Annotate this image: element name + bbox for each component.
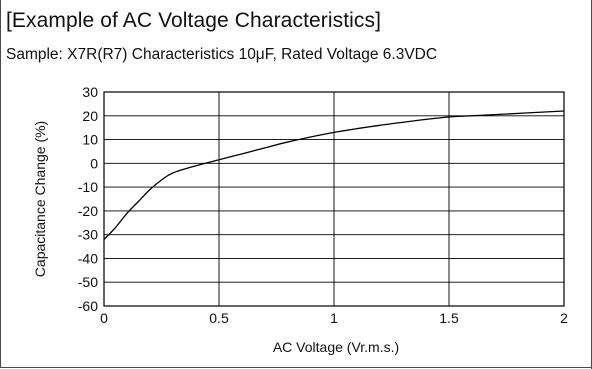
y-tick-labels: 30 20 10 0 -10 -20 -30 -40 -50 -60 xyxy=(78,84,98,314)
y-tick-label: 0 xyxy=(90,155,98,171)
x-tick-label: 0.5 xyxy=(209,310,229,326)
x-tick-label: 1 xyxy=(330,310,338,326)
y-tick-label: -20 xyxy=(78,203,98,219)
x-tick-label: 2 xyxy=(560,310,568,326)
y-tick-label: -50 xyxy=(78,274,98,290)
plot-area-border xyxy=(103,91,565,307)
x-axis-label: AC Voltage (Vr.m.s.) xyxy=(273,339,399,355)
y-tick-label: -10 xyxy=(78,179,98,195)
y-tick-label: -40 xyxy=(78,250,98,266)
y-tick-label: 10 xyxy=(82,132,98,148)
x-tick-label: 0 xyxy=(100,310,108,326)
chart-title: [Example of AC Voltage Characteristics] xyxy=(6,9,382,32)
y-axis-label: Capacitance Change (%) xyxy=(32,121,48,277)
x-tick-label: 1.5 xyxy=(439,310,459,326)
grid-lines xyxy=(103,91,565,307)
y-tick-label: 30 xyxy=(82,84,98,100)
y-tick-label: 20 xyxy=(82,108,98,124)
chart-subtitle: Sample: X7R(R7) Characteristics 10μF, Ra… xyxy=(6,46,438,63)
y-tick-label: -30 xyxy=(78,227,98,243)
x-tick-labels: 0 0.5 1 1.5 2 xyxy=(100,310,568,326)
series-line-capacitance-change xyxy=(103,110,565,240)
y-tick-label: -60 xyxy=(78,298,98,314)
